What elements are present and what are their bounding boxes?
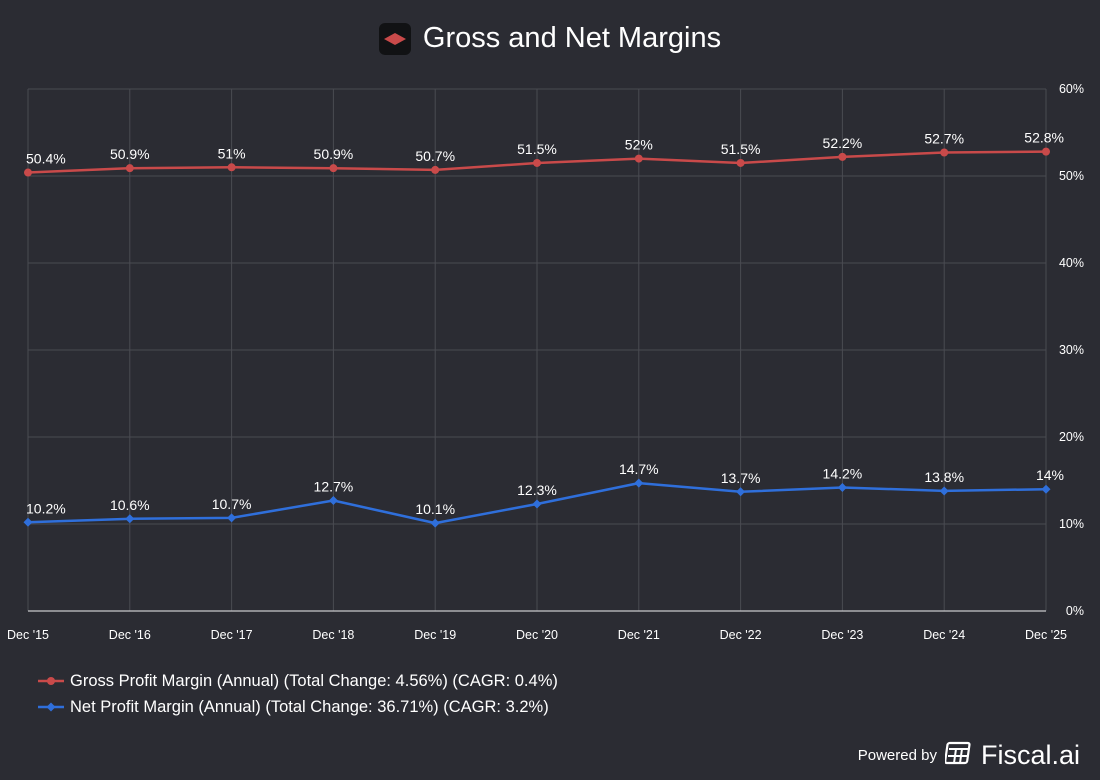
x-tick-label: Dec '25 bbox=[1025, 628, 1067, 642]
data-label: 50.9% bbox=[110, 146, 150, 162]
chart-legend: Gross Profit Margin (Annual) (Total Chan… bbox=[38, 668, 558, 720]
data-label: 52% bbox=[625, 137, 653, 153]
x-tick-label: Dec '24 bbox=[923, 628, 965, 642]
net-legend-marker-icon bbox=[38, 702, 64, 712]
x-tick-label: Dec '17 bbox=[211, 628, 253, 642]
data-label: 50.9% bbox=[314, 146, 354, 162]
chart-title: Gross and Net Margins bbox=[422, 22, 722, 54]
data-point bbox=[940, 148, 949, 157]
data-label: 52.7% bbox=[924, 131, 964, 147]
data-point bbox=[431, 165, 440, 174]
data-label: 12.3% bbox=[517, 482, 557, 498]
y-tick-label: 50% bbox=[1059, 169, 1084, 183]
y-tick-label: 30% bbox=[1059, 343, 1084, 357]
data-label: 10.2% bbox=[26, 500, 66, 516]
legend-label-gross: Gross Profit Margin (Annual) (Total Chan… bbox=[70, 671, 558, 690]
data-point bbox=[838, 152, 847, 161]
data-point bbox=[837, 482, 847, 492]
data-point bbox=[430, 518, 440, 528]
data-label: 51.5% bbox=[721, 141, 761, 157]
fiscal-ai-logo-icon bbox=[944, 741, 973, 770]
powered-by-footer: Powered by Fiscal.ai bbox=[858, 740, 1080, 771]
data-label: 51.5% bbox=[517, 141, 557, 157]
x-tick-label: Dec '18 bbox=[312, 628, 354, 642]
x-tick-label: Dec '20 bbox=[516, 628, 558, 642]
gross-legend-marker-icon bbox=[38, 677, 64, 685]
data-point bbox=[125, 164, 134, 173]
y-tick-label: 10% bbox=[1059, 517, 1084, 531]
y-tick-label: 40% bbox=[1059, 256, 1084, 270]
legend-item-gross[interactable]: Gross Profit Margin (Annual) (Total Chan… bbox=[38, 668, 558, 694]
x-tick-label: Dec '22 bbox=[720, 628, 762, 642]
data-label: 50.4% bbox=[26, 151, 66, 167]
x-tick-label: Dec '19 bbox=[414, 628, 456, 642]
red-diamond-logo-icon bbox=[378, 22, 411, 55]
chart-plot-area: 0% 10% 20% 30% 40% 50% 60% Dec '15 Dec '16 Dec '1… bbox=[7, 82, 1084, 642]
data-point bbox=[939, 486, 949, 496]
data-point bbox=[125, 514, 135, 524]
data-label: 52.2% bbox=[823, 135, 863, 151]
data-label: 10.7% bbox=[212, 496, 252, 512]
y-tick-label: 60% bbox=[1059, 82, 1084, 96]
data-point bbox=[634, 154, 643, 163]
data-label: 13.7% bbox=[721, 470, 761, 486]
data-label: 51% bbox=[218, 145, 246, 161]
data-label: 14.2% bbox=[823, 465, 863, 481]
data-label: 14% bbox=[1036, 467, 1064, 483]
legend-label-net: Net Profit Margin (Annual) (Total Change… bbox=[70, 697, 549, 716]
data-point bbox=[328, 496, 338, 506]
data-point bbox=[1042, 147, 1050, 156]
legend-item-net[interactable]: Net Profit Margin (Annual) (Total Change… bbox=[38, 694, 558, 720]
data-label: 52.8% bbox=[1024, 130, 1064, 146]
data-label: 12.7% bbox=[314, 479, 354, 495]
chart-header: Gross and Net Margins bbox=[0, 22, 1100, 55]
x-tick-label: Dec '23 bbox=[821, 628, 863, 642]
fiscal-ai-brand[interactable]: Fiscal.ai bbox=[980, 740, 1080, 770]
data-point bbox=[329, 164, 338, 173]
data-point bbox=[227, 513, 237, 523]
data-point bbox=[23, 517, 33, 527]
x-tick-label: Dec '21 bbox=[618, 628, 660, 642]
data-label: 13.8% bbox=[924, 469, 964, 485]
data-point bbox=[736, 158, 745, 167]
powered-by-text: Powered by bbox=[857, 747, 937, 764]
x-tick-label: Dec '16 bbox=[109, 628, 151, 642]
data-label: 14.7% bbox=[619, 461, 659, 477]
data-point bbox=[634, 478, 644, 488]
data-point bbox=[533, 158, 541, 167]
data-point bbox=[1041, 484, 1051, 494]
data-point bbox=[736, 487, 746, 497]
data-point bbox=[24, 168, 32, 177]
data-label: 10.6% bbox=[110, 497, 150, 513]
data-point bbox=[532, 499, 542, 509]
y-tick-label: 0% bbox=[1066, 604, 1084, 618]
data-point bbox=[227, 163, 236, 172]
data-label: 10.1% bbox=[415, 501, 455, 517]
x-tick-label: Dec '15 bbox=[7, 628, 49, 642]
data-label: 50.7% bbox=[415, 148, 455, 164]
y-tick-label: 20% bbox=[1059, 430, 1084, 444]
